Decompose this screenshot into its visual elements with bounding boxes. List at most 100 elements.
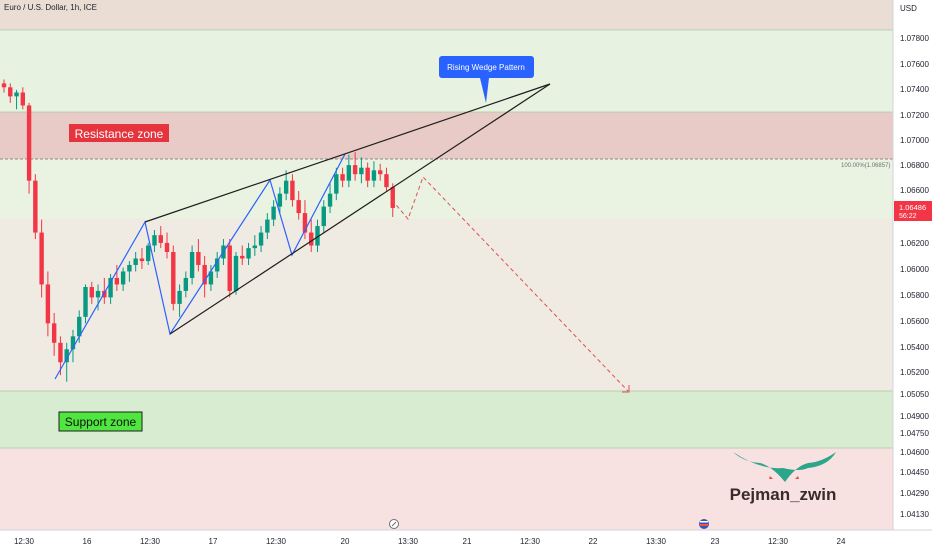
x-tick-label: 12:30 bbox=[520, 537, 541, 546]
support-label-box bbox=[58, 411, 143, 432]
y-tick-label: 1.04750 bbox=[900, 429, 929, 438]
support-label: Support zone bbox=[65, 415, 137, 429]
y-tick-label: 1.04290 bbox=[900, 489, 929, 498]
fib-label: 100.00%(1.06857) bbox=[841, 163, 890, 169]
candle-body bbox=[214, 258, 220, 272]
x-tick-label: 13:30 bbox=[398, 537, 419, 546]
candle-body bbox=[384, 174, 389, 188]
candle-body bbox=[127, 264, 132, 272]
y-tick-label: 1.07200 bbox=[900, 111, 929, 120]
event-icon-1[interactable] bbox=[389, 519, 399, 529]
y-tick-label: 1.06000 bbox=[900, 265, 929, 274]
chart-title: Euro / U.S. Dollar, 1h, ICE bbox=[4, 3, 97, 12]
candle-body bbox=[202, 264, 207, 285]
x-tick-label: 24 bbox=[837, 537, 846, 546]
wedge-upper-line bbox=[144, 83, 551, 223]
x-tick-label: 20 bbox=[341, 537, 350, 546]
candle-body bbox=[26, 105, 32, 181]
last-price-tag bbox=[894, 201, 932, 221]
candle-body bbox=[51, 323, 57, 343]
x-tick-label: 22 bbox=[589, 537, 598, 546]
countdown: 56:22 bbox=[899, 213, 917, 220]
x-tick-label: 21 bbox=[463, 537, 472, 546]
y-tick-label: 1.05200 bbox=[900, 368, 929, 377]
candle-body bbox=[108, 277, 113, 298]
candle-body bbox=[8, 87, 13, 97]
currency-label: USD bbox=[900, 4, 917, 13]
candle-body bbox=[334, 174, 339, 194]
candle-body bbox=[158, 235, 163, 243]
y-tick-label: 1.06800 bbox=[900, 161, 929, 170]
flag-us-icon[interactable] bbox=[699, 519, 709, 529]
candle-body bbox=[83, 287, 88, 317]
candle-body bbox=[70, 336, 76, 350]
candle-body bbox=[171, 252, 176, 304]
candle-body bbox=[352, 165, 358, 175]
projection-arrow-head bbox=[622, 385, 630, 393]
candle-body bbox=[240, 255, 245, 259]
candle-body bbox=[327, 193, 333, 207]
x-tick-label: 12:30 bbox=[14, 537, 35, 546]
candle-body bbox=[265, 219, 270, 233]
candle-body bbox=[152, 235, 157, 246]
candle-body bbox=[283, 180, 289, 194]
candle-body bbox=[14, 92, 19, 97]
zigzag-path bbox=[54, 153, 346, 380]
watermark-text: Pejman_zwin bbox=[730, 485, 837, 504]
candle-body bbox=[39, 232, 44, 285]
candle-body bbox=[371, 170, 377, 181]
candle-body bbox=[208, 271, 214, 285]
y-tick-label: 1.04600 bbox=[900, 448, 929, 457]
projection-path bbox=[391, 176, 629, 392]
candle-body bbox=[346, 165, 352, 181]
candle-body bbox=[133, 258, 138, 265]
candle-body bbox=[290, 180, 295, 201]
candle-body bbox=[183, 277, 189, 291]
x-ticks-group: 12:30 16 12:30 17 12:30 20 13:30 21 12:30 22 13:30… bbox=[14, 537, 846, 546]
candle-body bbox=[77, 316, 82, 337]
support-zone bbox=[0, 391, 893, 448]
time-axis[interactable] bbox=[0, 530, 932, 550]
candle-body bbox=[177, 290, 182, 304]
y-tick-label: 1.07000 bbox=[900, 136, 929, 145]
candle-body bbox=[271, 206, 276, 220]
pattern-label-pointer bbox=[480, 78, 489, 103]
resistance-label-box bbox=[69, 124, 169, 142]
candle-body bbox=[58, 342, 63, 363]
candle-body bbox=[315, 226, 320, 246]
last-price: 1.06486 bbox=[899, 203, 926, 212]
y-tick-label: 1.05800 bbox=[900, 291, 929, 300]
candle-body bbox=[114, 277, 120, 285]
pattern-label-box bbox=[439, 56, 534, 78]
candle-body bbox=[277, 193, 283, 207]
x-tick-label: 12:30 bbox=[768, 537, 789, 546]
y-tick-label: 1.04450 bbox=[900, 468, 929, 477]
candle-body bbox=[164, 242, 170, 253]
mid-area bbox=[0, 159, 893, 219]
candle-body bbox=[340, 174, 345, 181]
candle-body bbox=[227, 245, 232, 291]
candle-body bbox=[246, 248, 251, 259]
candle-body bbox=[359, 167, 364, 175]
candle-body bbox=[196, 252, 201, 265]
candle-body bbox=[20, 92, 26, 106]
candle-body bbox=[1, 83, 7, 88]
y-tick-label: 1.07800 bbox=[900, 34, 929, 43]
wedge-lower-line bbox=[169, 83, 551, 335]
x-tick-label: 16 bbox=[83, 537, 92, 546]
candle-body bbox=[321, 206, 326, 227]
x-tick-label: 23 bbox=[711, 537, 720, 546]
candle-body bbox=[64, 349, 69, 363]
candle-body bbox=[33, 180, 38, 233]
candle-body bbox=[390, 187, 395, 208]
y-tick-label: 1.05600 bbox=[900, 317, 929, 326]
price-axis[interactable] bbox=[893, 0, 932, 530]
bottom-area bbox=[0, 448, 893, 530]
y-tick-label: 1.05400 bbox=[900, 343, 929, 352]
candle-body bbox=[252, 245, 257, 249]
candle-body bbox=[258, 232, 264, 246]
resistance-label: Resistance zone bbox=[75, 127, 164, 141]
y-tick-label: 1.07400 bbox=[900, 85, 929, 94]
